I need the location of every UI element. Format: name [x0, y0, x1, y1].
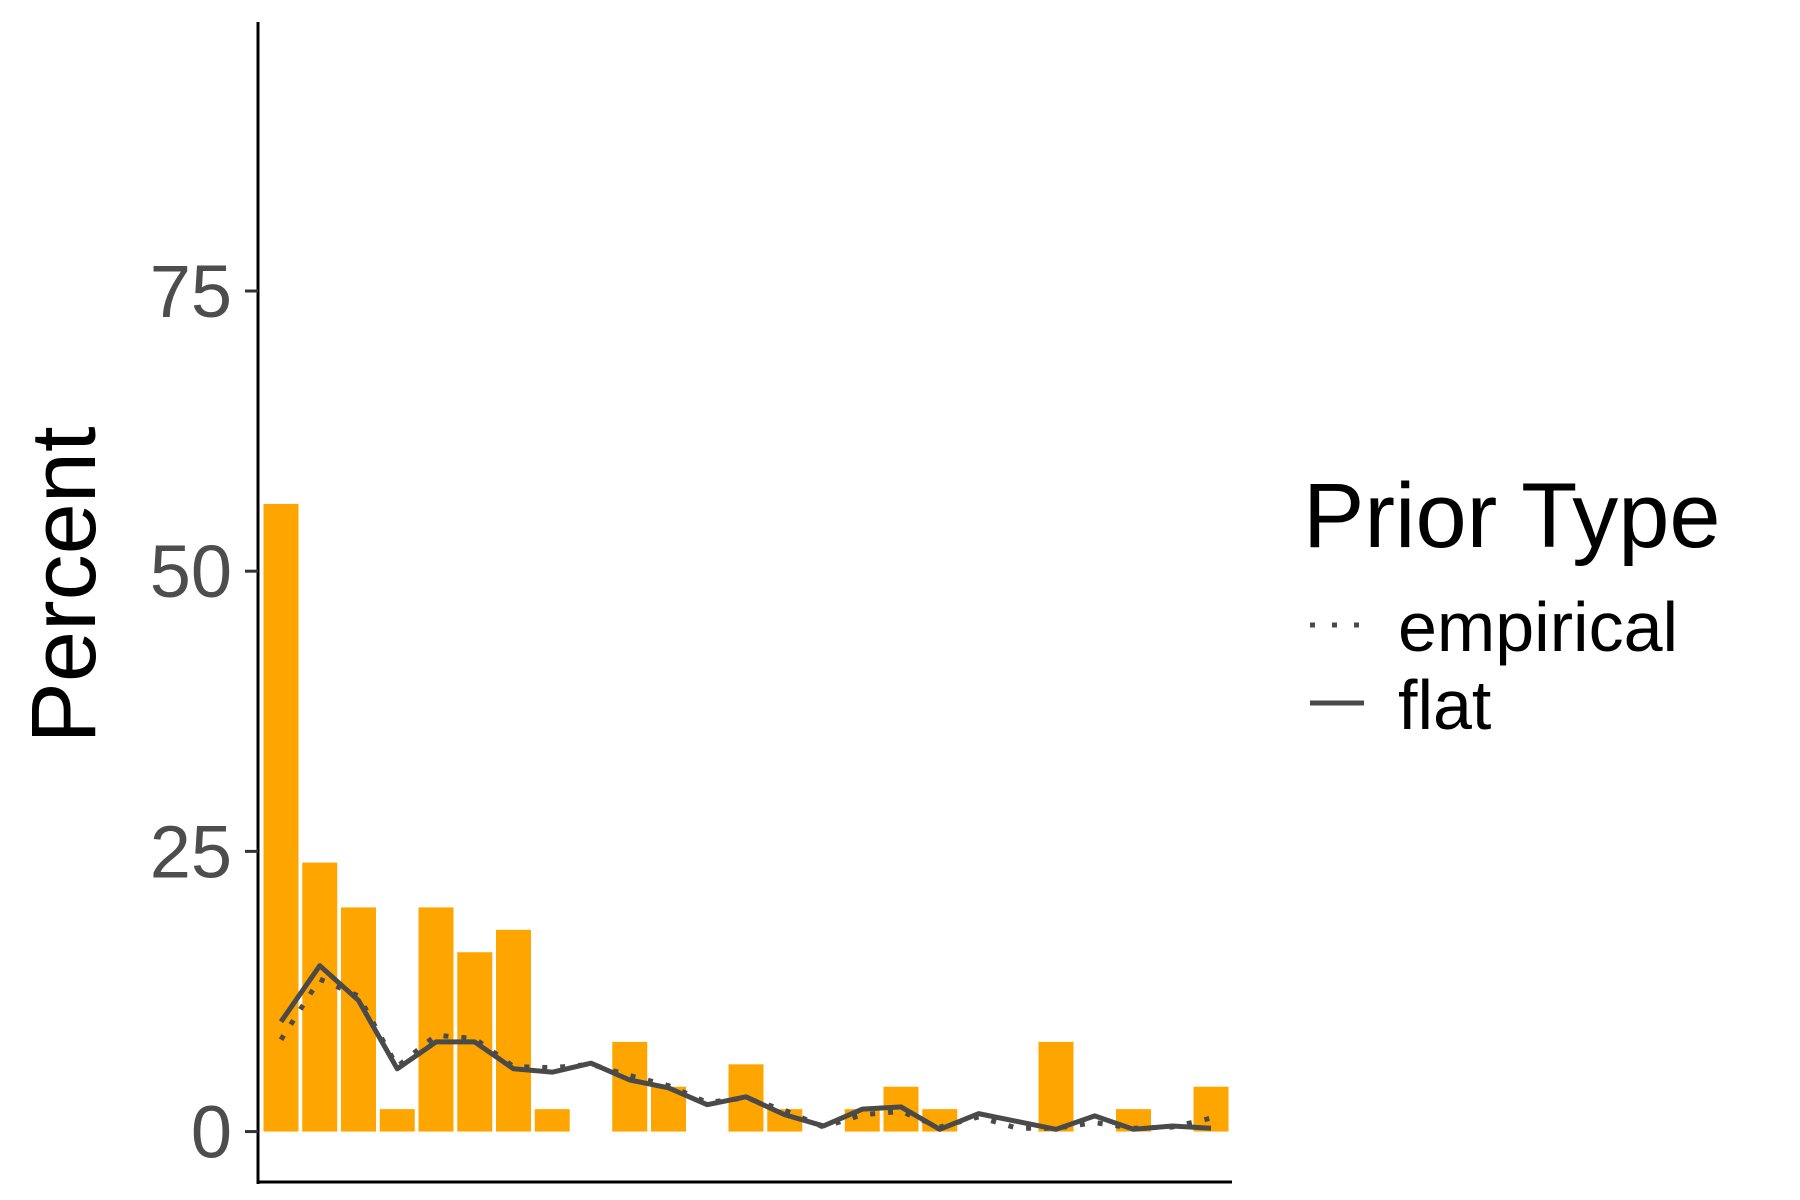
y-tick-label: 75: [150, 250, 232, 333]
legend: Prior Type empirical flat: [1303, 465, 1721, 744]
bar: [302, 862, 338, 1132]
legend-label-flat: flat: [1398, 666, 1491, 744]
y-axis-title: Percent: [13, 426, 115, 743]
bar: [1038, 1041, 1074, 1132]
y-tick-label: 25: [150, 810, 232, 893]
y-tick-label: 50: [150, 530, 232, 613]
bar: [263, 503, 299, 1132]
series-lines: [278, 963, 1212, 1132]
legend-title: Prior Type: [1303, 465, 1721, 567]
legend-label-empirical: empirical: [1398, 588, 1678, 666]
bar: [496, 929, 531, 1132]
bar: [534, 1109, 570, 1132]
bar: [379, 1109, 415, 1132]
bar: [1193, 1086, 1229, 1132]
bar: [418, 907, 454, 1132]
bar: [612, 1041, 648, 1132]
series-line-flat: [278, 963, 1212, 1132]
y-axis-ticks: 0 25 50 75: [150, 250, 258, 1174]
y-tick-label: 0: [191, 1091, 232, 1174]
bars: [263, 503, 1229, 1132]
